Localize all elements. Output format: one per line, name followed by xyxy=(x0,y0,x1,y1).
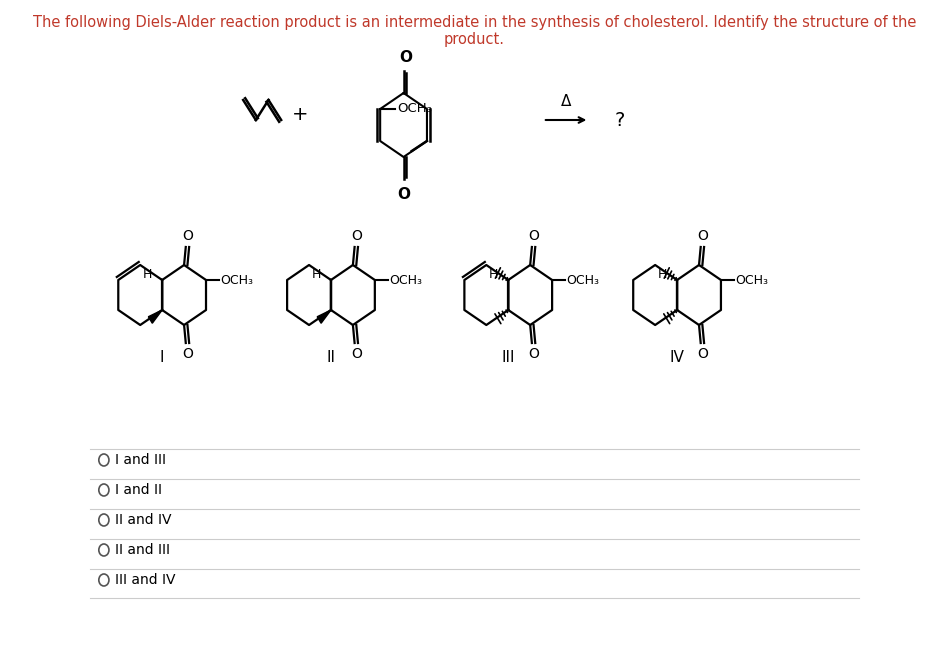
Text: OCH₃: OCH₃ xyxy=(735,273,769,286)
Text: II: II xyxy=(326,350,336,365)
Text: H: H xyxy=(142,268,152,281)
Text: IV: IV xyxy=(670,350,684,365)
Polygon shape xyxy=(317,310,331,323)
Text: The following Diels-Alder reaction product is an intermediate in the synthesis o: The following Diels-Alder reaction produ… xyxy=(33,15,916,47)
Text: III: III xyxy=(501,350,515,365)
Text: O: O xyxy=(697,347,708,361)
Text: H: H xyxy=(311,268,321,281)
Text: O: O xyxy=(397,187,410,202)
Text: OCH₃: OCH₃ xyxy=(389,273,422,286)
Text: O: O xyxy=(182,229,193,243)
Text: OCH₃: OCH₃ xyxy=(397,103,432,115)
Text: II and IV: II and IV xyxy=(115,513,172,527)
Text: O: O xyxy=(529,229,539,243)
Text: O: O xyxy=(697,229,708,243)
Text: ?: ? xyxy=(615,110,625,130)
Text: O: O xyxy=(351,347,362,361)
Text: O: O xyxy=(182,347,193,361)
Text: Δ: Δ xyxy=(561,94,570,109)
Text: I and III: I and III xyxy=(115,453,166,467)
Text: I: I xyxy=(159,350,164,365)
Text: O: O xyxy=(351,229,362,243)
Text: H: H xyxy=(658,268,667,281)
Text: III and IV: III and IV xyxy=(115,573,176,587)
Text: II and III: II and III xyxy=(115,543,170,557)
Text: O: O xyxy=(529,347,539,361)
Polygon shape xyxy=(148,310,162,323)
Text: OCH₃: OCH₃ xyxy=(567,273,600,286)
Text: I and II: I and II xyxy=(115,483,162,497)
Text: O: O xyxy=(400,50,413,65)
Text: H: H xyxy=(489,268,498,281)
Text: +: + xyxy=(292,106,308,124)
Text: OCH₃: OCH₃ xyxy=(220,273,253,286)
